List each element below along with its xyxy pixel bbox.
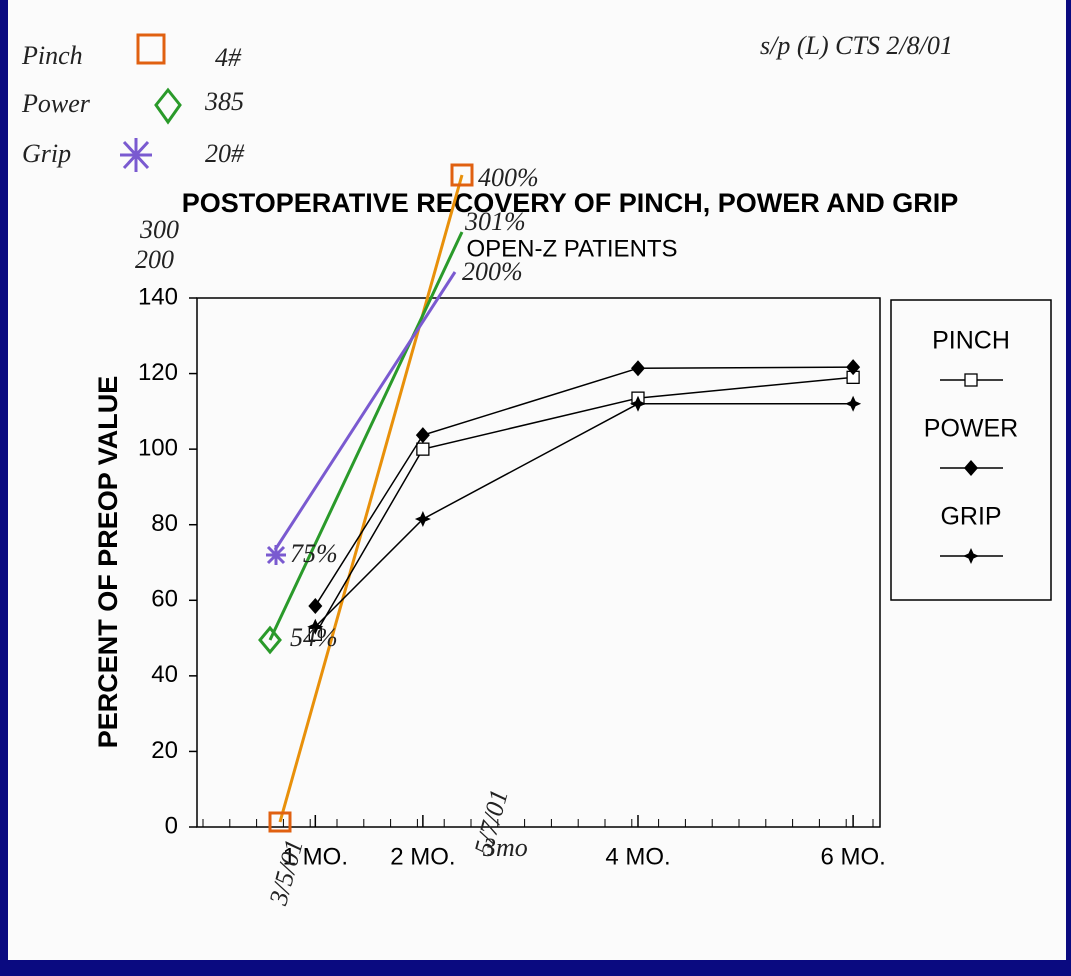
pen-mark <box>258 625 282 655</box>
y-axis-label: PERCENT OF PREOP VALUE <box>93 376 123 749</box>
x-tick-label: 6 MO. <box>820 843 885 870</box>
annotation: 20# <box>205 139 245 168</box>
marker <box>416 442 430 456</box>
y-tick-label: 140 <box>138 283 178 310</box>
legend-label: GRIP <box>940 503 1001 531</box>
marker <box>846 359 861 376</box>
pen-mark <box>268 811 292 833</box>
annotation: s/p (L) CTS 2/8/01 <box>760 31 953 60</box>
y-tick-label: 100 <box>138 434 178 461</box>
y-tick-label: 0 <box>165 812 178 839</box>
pen-stroke <box>268 231 464 641</box>
marker <box>414 511 431 527</box>
y-tick-label: 60 <box>151 586 178 613</box>
marker <box>308 597 323 614</box>
x-tick-label: 1 MO. <box>283 843 348 870</box>
y-tick-label: 120 <box>138 359 178 386</box>
marker <box>307 618 324 635</box>
annotation: 300 <box>139 215 179 244</box>
series-line <box>314 366 854 607</box>
series-line <box>314 376 854 635</box>
pen-stroke <box>278 174 464 823</box>
annotation: 385 <box>204 87 244 116</box>
pen-mark <box>120 138 152 172</box>
x-tick-label: 4 MO. <box>605 843 670 870</box>
marker <box>630 395 646 412</box>
chart-subtitle: OPEN-Z PATIENTS <box>466 235 677 262</box>
marker <box>415 427 430 444</box>
annotation: 200% <box>462 257 523 286</box>
marker <box>630 360 645 377</box>
annotation: Pinch <box>21 41 83 70</box>
legend-label: POWER <box>924 415 1018 443</box>
marker <box>964 460 978 476</box>
annotation: 3mo <box>482 833 528 862</box>
plot-frame <box>196 297 881 828</box>
annotation: 200 <box>135 245 174 274</box>
chart-title: POSTOPERATIVE RECOVERY OF PINCH, POWER A… <box>182 188 959 218</box>
annotation: 75% <box>290 539 338 568</box>
paper <box>8 0 1066 960</box>
marker <box>964 373 978 387</box>
pen-stroke <box>273 271 457 551</box>
annotation: 4# <box>215 43 242 72</box>
pen-mark <box>154 87 182 125</box>
annotation: 400% <box>478 163 539 192</box>
annotation: 54% <box>290 623 338 652</box>
annotation: Grip <box>22 139 71 168</box>
x-tick-label: 2 MO. <box>390 843 455 870</box>
pen-mark <box>450 163 474 187</box>
handwriting <box>120 33 474 833</box>
annotation: Power <box>21 89 91 118</box>
y-tick-label: 40 <box>151 661 178 688</box>
annotation: 301% <box>464 207 526 236</box>
marker <box>963 548 979 564</box>
legend-box <box>890 299 1052 601</box>
y-tick-label: 80 <box>151 510 178 537</box>
pen-mark <box>136 33 166 65</box>
legend-label: PINCH <box>932 327 1010 355</box>
y-tick-label: 20 <box>151 737 178 764</box>
marker <box>845 395 862 412</box>
series-line <box>314 403 854 628</box>
pen-mark <box>266 545 286 565</box>
